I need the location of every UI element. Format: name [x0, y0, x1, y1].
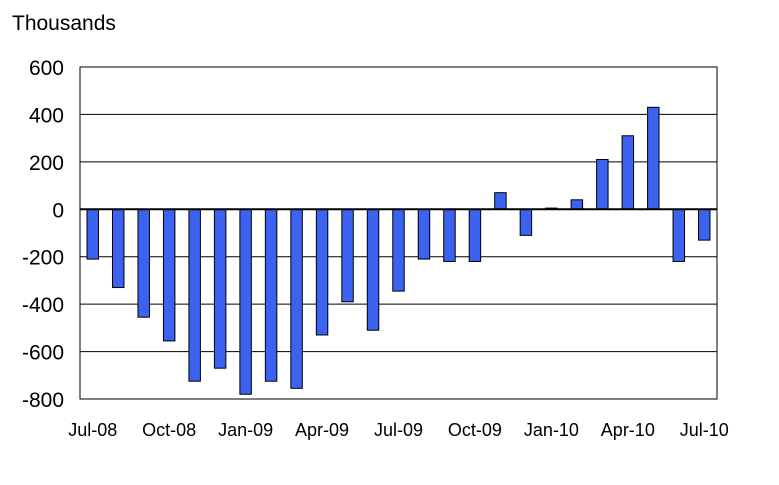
bar-Jun-10 — [672, 208, 686, 262]
y-tick-label: 600 — [29, 57, 64, 80]
y-tick-label: 0 — [52, 199, 64, 222]
x-tick-label: Jan-09 — [218, 420, 273, 440]
bar-Feb-10 — [570, 199, 584, 210]
bar-Nov-09 — [494, 192, 507, 210]
bars — [86, 106, 711, 395]
x-tick-label: Jan-10 — [524, 420, 579, 440]
x-tick-label: Jul-10 — [680, 420, 729, 440]
bar-Mar-10 — [596, 158, 609, 210]
y-tick-label: -800 — [22, 389, 64, 412]
bar-Aug-08 — [111, 208, 125, 289]
bar-Jul-08 — [86, 208, 99, 260]
x-tick-label: Oct-08 — [142, 420, 196, 440]
bar-Jul-10 — [698, 208, 711, 241]
bar-Apr-10 — [621, 135, 635, 210]
x-tick-label: Jul-08 — [68, 420, 117, 440]
bar-Oct-08 — [162, 208, 176, 342]
bar-Nov-08 — [188, 208, 201, 382]
bar-Jun-09 — [366, 208, 380, 331]
unit-label: Thousands — [12, 12, 116, 35]
x-tick-labels: Jul-08 Oct-08 Jan-09 Apr-09 Jul-09 Oct-09 Jan-… — [68, 420, 729, 440]
bar-Sep-08 — [137, 208, 150, 318]
x-tick-label: Oct-09 — [448, 420, 502, 440]
bar-Feb-09 — [264, 208, 278, 382]
bar-Dec-09 — [519, 208, 533, 236]
y-tick-label: 400 — [29, 104, 64, 127]
y-tick-label: 200 — [29, 152, 64, 175]
y-tick-label: -600 — [22, 342, 64, 365]
y-tick-label: -200 — [22, 247, 64, 270]
bar-May-09 — [341, 208, 354, 303]
bar-Oct-09 — [468, 208, 482, 262]
bar-Jul-09 — [392, 208, 405, 292]
plot-frame — [79, 66, 718, 400]
x-tick-label: Apr-09 — [295, 420, 349, 440]
bar-May-10 — [647, 106, 660, 210]
bar-Mar-09 — [290, 208, 303, 389]
bar-Sep-09 — [443, 208, 456, 262]
y-tick-label: -400 — [22, 294, 64, 317]
bar-Aug-09 — [417, 208, 431, 260]
x-tick-label: Apr-10 — [601, 420, 655, 440]
bar-Dec-08 — [213, 208, 227, 369]
bar-Jan-09 — [239, 208, 252, 395]
x-tick-label: Jul-09 — [374, 420, 423, 440]
bar-Apr-09 — [315, 208, 329, 336]
y-tick-labels: 600 400 200 0 -200 -400 -600 -800 — [22, 57, 64, 412]
